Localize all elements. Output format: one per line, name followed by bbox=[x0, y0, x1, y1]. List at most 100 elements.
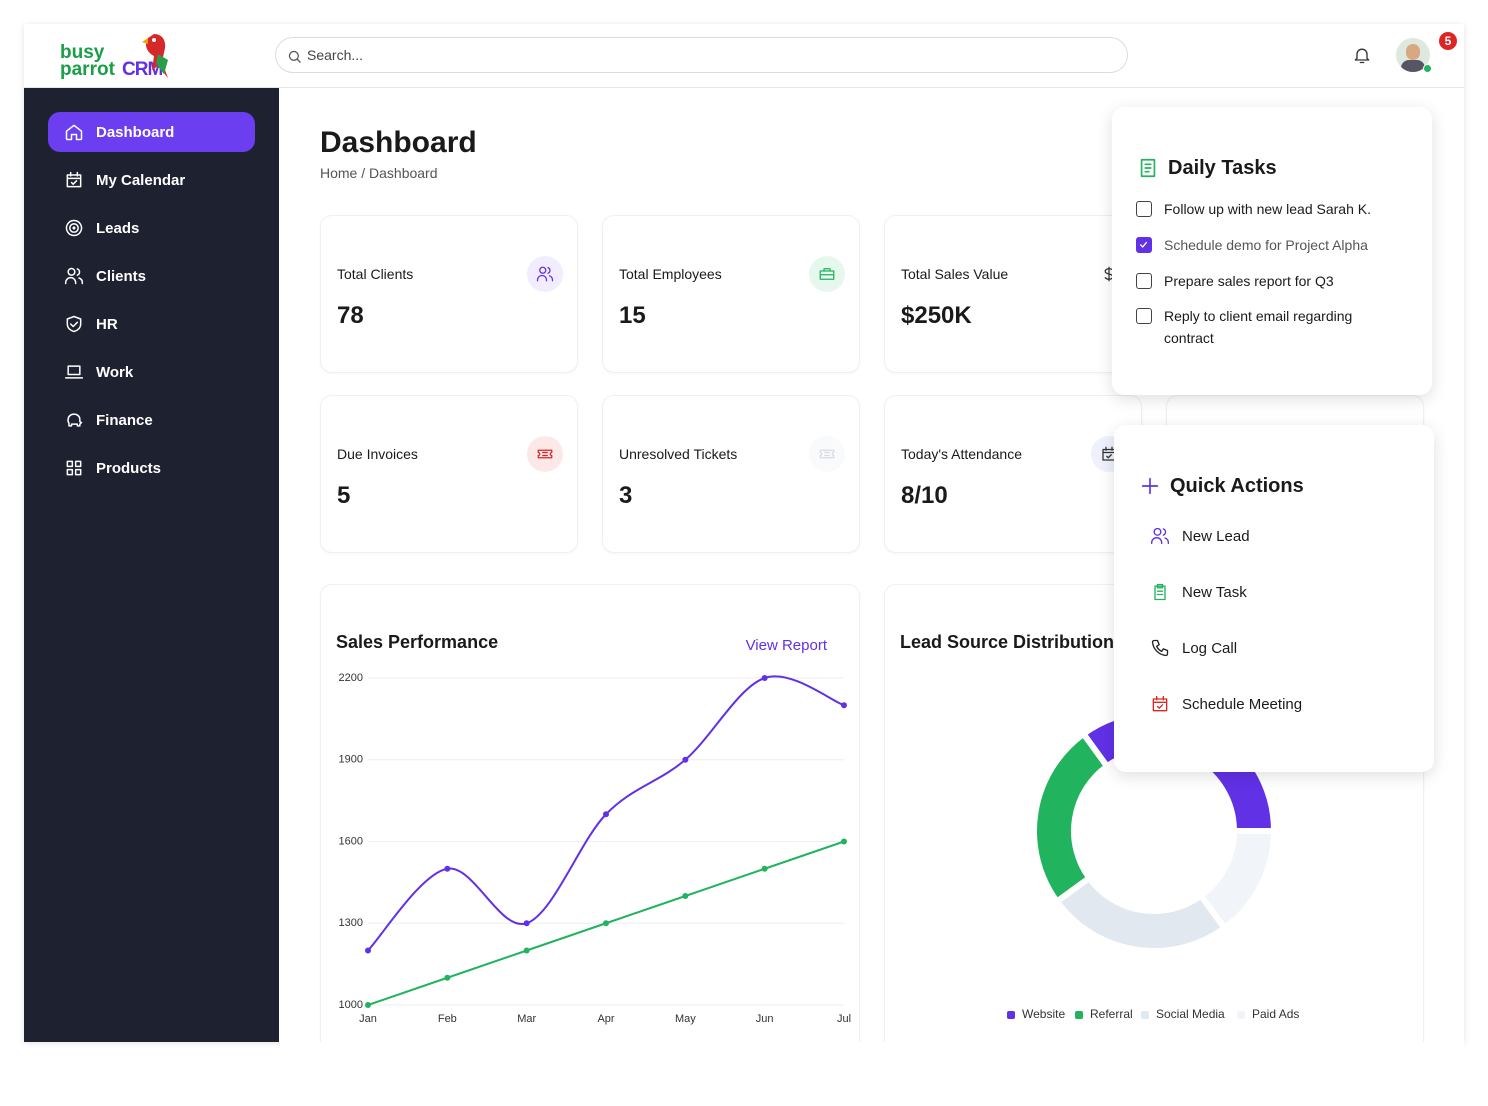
logo-busy: busy bbox=[60, 42, 105, 63]
stat-card: Unresolved Tickets 3 bbox=[602, 395, 860, 553]
header-border bbox=[24, 87, 1464, 88]
nav-label: Clients bbox=[96, 268, 147, 285]
avatar-face bbox=[1406, 44, 1420, 60]
icon[interactable] bbox=[1352, 45, 1372, 65]
search-placeholder: Search... bbox=[307, 47, 364, 63]
quick-action-label: New Lead bbox=[1182, 528, 1250, 545]
quick-action[interactable]: New Lead bbox=[1138, 521, 1410, 561]
stat-label: Total Clients bbox=[337, 266, 414, 282]
nav-item[interactable]: Work bbox=[48, 352, 255, 392]
nav-label: Leads bbox=[96, 220, 140, 237]
task-text: Reply to client email regarding contract bbox=[1164, 308, 1353, 346]
task-checkbox[interactable] bbox=[1136, 237, 1152, 253]
nav-item[interactable]: My Calendar bbox=[48, 160, 255, 200]
icon bbox=[1151, 639, 1169, 657]
sidebar bbox=[24, 88, 279, 1042]
icon bbox=[1151, 527, 1169, 545]
icon bbox=[66, 460, 82, 476]
task-text: Follow up with new lead Sarah K. bbox=[1164, 201, 1371, 217]
icon bbox=[64, 267, 84, 285]
stat-card: Total Sales Value $250K bbox=[884, 215, 1142, 373]
page-title: Dashboard bbox=[320, 126, 477, 159]
icon bbox=[1140, 158, 1156, 178]
icon bbox=[1104, 266, 1114, 282]
icon bbox=[1152, 695, 1168, 712]
icon-shape bbox=[67, 413, 83, 427]
quick-action-label: Log Call bbox=[1182, 640, 1238, 657]
quick-action[interactable]: Schedule Meeting bbox=[1138, 689, 1410, 729]
stat-value: 78 bbox=[337, 302, 364, 329]
breadcrumb: Home / Dashboard bbox=[320, 165, 438, 181]
icon-shape bbox=[1154, 583, 1166, 601]
nav-item[interactable]: Clients bbox=[48, 256, 255, 296]
parrot-beak bbox=[142, 38, 148, 44]
quick-action-label: Schedule Meeting bbox=[1182, 696, 1303, 713]
icon bbox=[1154, 583, 1166, 601]
daily-tasks-panel: Daily Tasks Follow up with new lead Sarah… bbox=[1112, 107, 1432, 395]
nav-label: Work bbox=[96, 364, 134, 381]
stat-card: Due Invoices 5 bbox=[320, 395, 578, 553]
icon bbox=[65, 124, 83, 141]
stat-icon-bg bbox=[809, 256, 845, 292]
search-box[interactable]: Search... bbox=[275, 37, 1128, 73]
task-checkbox[interactable] bbox=[1136, 273, 1152, 289]
icon-shape bbox=[1104, 266, 1114, 282]
quick-action[interactable]: Log Call bbox=[1138, 633, 1410, 673]
icon-shape bbox=[1140, 158, 1156, 178]
stat-label: Today's Attendance bbox=[901, 446, 1022, 462]
icon-shape bbox=[64, 365, 84, 379]
icon-shape bbox=[1141, 477, 1159, 495]
icon-shape bbox=[64, 267, 84, 285]
nav-item[interactable]: Leads bbox=[48, 208, 255, 248]
icon-shape bbox=[66, 315, 82, 333]
icon bbox=[64, 365, 84, 379]
logo-parrot-icon bbox=[142, 34, 168, 78]
panel-title: Quick Actions bbox=[1170, 475, 1304, 497]
icon bbox=[819, 268, 835, 280]
panel-title: Daily Tasks bbox=[1168, 157, 1277, 179]
icon bbox=[65, 219, 83, 237]
task-checkbox[interactable] bbox=[1136, 308, 1152, 324]
stat-card: Total Employees 15 bbox=[602, 215, 860, 373]
stat-label: Total Employees bbox=[619, 266, 722, 282]
parrot-eye bbox=[152, 38, 156, 42]
icon-shape bbox=[1151, 527, 1169, 545]
stat-label: Unresolved Tickets bbox=[619, 446, 738, 462]
quick-actions-panel: Quick Actions New Lead New Task Log Call Sch… bbox=[1114, 425, 1434, 772]
task-checkbox[interactable] bbox=[1136, 201, 1152, 217]
stat-icon-bg bbox=[527, 436, 563, 472]
stat-card: Total Clients 78 bbox=[320, 215, 578, 373]
stat-card: Today's Attendance 8/10 bbox=[884, 395, 1142, 553]
stat-label: Due Invoices bbox=[337, 446, 418, 462]
nav-label: HR bbox=[96, 316, 118, 333]
icon-shape bbox=[1151, 639, 1169, 657]
parrot-wing bbox=[156, 54, 168, 74]
quick-action[interactable]: New Task bbox=[1138, 577, 1410, 617]
nav-item[interactable]: Finance bbox=[48, 400, 255, 440]
stat-value: 5 bbox=[337, 482, 351, 509]
icon-shape bbox=[1152, 695, 1168, 712]
stat-value: 8/10 bbox=[901, 482, 948, 509]
nav-item[interactable]: HR bbox=[48, 304, 255, 344]
quick-action-label: New Task bbox=[1182, 584, 1247, 601]
stat-icon-bg bbox=[527, 256, 563, 292]
icon-shape bbox=[819, 449, 835, 459]
icon-shape bbox=[65, 124, 83, 141]
icon bbox=[66, 171, 82, 188]
icon-shape bbox=[819, 268, 835, 280]
online-dot bbox=[1423, 64, 1432, 73]
chart-card bbox=[320, 584, 860, 1054]
icon bbox=[288, 50, 301, 63]
icon-shape bbox=[1354, 48, 1370, 64]
nav-label: Dashboard bbox=[96, 124, 175, 141]
nav-item[interactable]: Products bbox=[48, 448, 255, 488]
stat-value: 3 bbox=[619, 482, 633, 509]
nav-item[interactable]: Dashboard bbox=[48, 112, 255, 152]
app-bottom-cover bbox=[280, 1042, 1464, 1106]
icon-shape bbox=[536, 266, 554, 282]
nav-label: My Calendar bbox=[96, 172, 186, 189]
stat-icon-bg bbox=[809, 436, 845, 472]
stat-value: 15 bbox=[619, 302, 646, 329]
avatar-shirt bbox=[1401, 60, 1425, 72]
